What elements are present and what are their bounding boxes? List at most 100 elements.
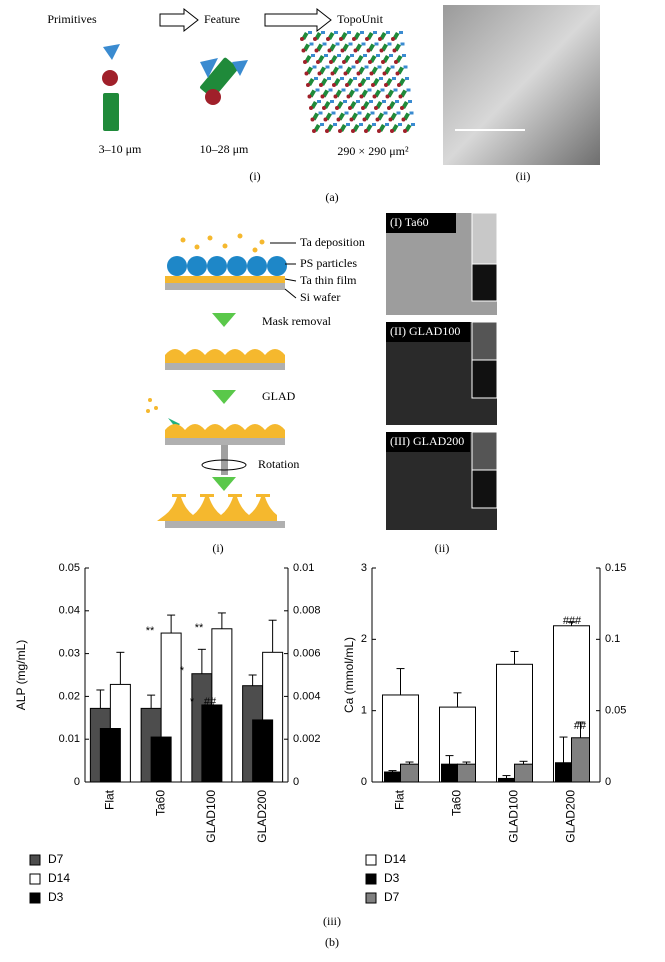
sem-image (443, 5, 600, 165)
bar (498, 777, 515, 783)
annotation: ## (574, 720, 587, 732)
schematic-step: Rotation (258, 457, 299, 471)
topo-feature (361, 106, 365, 110)
primitive (103, 44, 120, 60)
topo-feature (382, 100, 386, 103)
topo-feature (322, 42, 327, 46)
bar (252, 719, 274, 783)
topo-feature (354, 88, 359, 92)
topo-feature (361, 42, 366, 46)
size-label: 3–10 μm (99, 142, 142, 156)
topo-feature (401, 117, 406, 122)
x-tick-label: Ta60 (450, 790, 464, 816)
arrow (159, 7, 199, 33)
y-tick-label: 2 (361, 633, 367, 645)
topo-feature (348, 42, 353, 46)
topo-feature (377, 65, 382, 69)
topo-feature (369, 100, 373, 103)
y2-tick-label: 0.05 (605, 705, 626, 717)
topo-feature (320, 123, 324, 126)
legend-swatch (29, 854, 41, 866)
topo-feature (342, 60, 346, 64)
topo-feature (365, 37, 369, 41)
topo-feature (338, 129, 342, 133)
topo-feature (402, 54, 406, 57)
panel-label: (ii) (435, 541, 450, 555)
topo-feature (393, 88, 398, 92)
topo-feature (378, 37, 382, 41)
panel-label: (b) (325, 935, 339, 949)
topo-feature (389, 54, 393, 57)
legend-label: D14 (384, 852, 406, 866)
image-label: (I) Ta60 (390, 215, 429, 229)
topo-feature (311, 54, 315, 57)
topo-feature (347, 31, 351, 34)
annotation: * (190, 696, 195, 708)
bar (457, 763, 476, 783)
ta-nanostructure (157, 494, 277, 521)
topo-feature (400, 106, 404, 110)
legend-swatch (29, 892, 41, 904)
panel-label: (iii) (323, 914, 341, 928)
y-axis-label: Ca (mmol/mL) (342, 637, 356, 713)
topo-feature (317, 71, 322, 76)
schematic-label: PS particles (300, 256, 357, 270)
topo-feature (340, 77, 344, 80)
ta-dot (148, 398, 152, 402)
topo-feature (406, 88, 411, 92)
topo-feature (340, 48, 345, 53)
ta-dot (154, 406, 158, 410)
topo-feature (356, 100, 360, 103)
primitive (103, 93, 119, 131)
x-tick-label: GLAD200 (564, 790, 578, 843)
step: Feature (204, 12, 240, 26)
topo-feature (335, 42, 340, 46)
inset (471, 212, 498, 265)
image-label: (II) GLAD100 (390, 324, 460, 338)
x-tick-label: GLAD100 (204, 790, 218, 843)
x-tick-label: Flat (393, 789, 407, 810)
y-tick-label: 3 (361, 562, 367, 574)
rotation-arrow (201, 459, 247, 471)
bar (441, 763, 458, 783)
bar (400, 763, 419, 783)
topo-feature (373, 31, 377, 34)
topo-feature (377, 129, 381, 133)
topo-feature (303, 60, 307, 64)
y-tick-label: 0.02 (59, 690, 80, 702)
topo-feature (333, 123, 337, 126)
topo-feature (346, 123, 350, 126)
topo-feature (309, 106, 313, 110)
topo-feature (353, 48, 358, 53)
legend-label: D7 (384, 890, 400, 904)
bar (514, 763, 533, 783)
step-arrow (212, 477, 236, 491)
topo-feature (338, 65, 343, 69)
step-arrow (212, 313, 236, 327)
topo-feature (366, 77, 370, 80)
topo-feature (358, 83, 362, 87)
ta-film (165, 276, 285, 283)
topo-feature (308, 31, 312, 34)
topo-feature (408, 100, 412, 103)
topo-feature (380, 88, 385, 92)
topo-feature (309, 42, 314, 46)
y-axis-label: ALP (mg/mL) (14, 640, 28, 710)
topo-feature (362, 117, 367, 122)
si-wafer (165, 363, 285, 370)
topo-feature (403, 129, 407, 133)
image-tag (386, 432, 470, 452)
topo-feature (367, 88, 372, 92)
ta-film (165, 424, 285, 438)
bar (555, 762, 572, 783)
y2-tick-label: 0.008 (293, 605, 321, 617)
panel-label: (i) (212, 541, 223, 555)
topo-feature (390, 129, 394, 133)
feature (200, 58, 218, 78)
topo-feature (307, 94, 312, 99)
annotation: * (180, 665, 185, 677)
legend-label: D3 (384, 871, 400, 885)
topo-feature (363, 54, 367, 57)
topo-feature (345, 83, 349, 87)
